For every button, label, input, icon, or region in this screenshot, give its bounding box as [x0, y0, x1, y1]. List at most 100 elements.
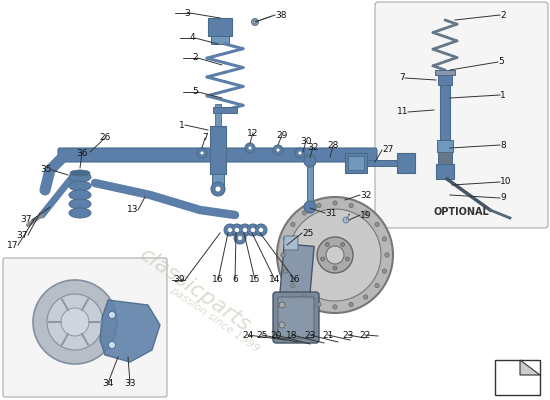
- Bar: [211, 36, 229, 44]
- Bar: [438, 152, 452, 164]
- Bar: [213, 107, 237, 113]
- Bar: [437, 140, 453, 152]
- Circle shape: [304, 155, 316, 167]
- Circle shape: [382, 269, 387, 273]
- Circle shape: [197, 148, 207, 158]
- Text: 28: 28: [327, 142, 339, 150]
- Circle shape: [333, 201, 337, 205]
- FancyBboxPatch shape: [3, 258, 167, 397]
- Circle shape: [277, 197, 393, 313]
- Text: 25: 25: [302, 228, 314, 238]
- Bar: [435, 70, 455, 75]
- Circle shape: [279, 302, 285, 308]
- Text: 11: 11: [397, 108, 408, 116]
- Text: 22: 22: [359, 330, 371, 340]
- Text: 16: 16: [289, 276, 301, 284]
- Text: 30: 30: [300, 136, 312, 146]
- Circle shape: [254, 20, 256, 24]
- Circle shape: [326, 242, 329, 246]
- Circle shape: [33, 280, 117, 364]
- Text: 29: 29: [276, 130, 288, 140]
- Circle shape: [283, 269, 288, 273]
- Circle shape: [255, 224, 267, 236]
- Circle shape: [247, 224, 259, 236]
- Text: 18: 18: [286, 330, 298, 340]
- Circle shape: [333, 305, 337, 309]
- Circle shape: [375, 222, 379, 227]
- Bar: [307, 158, 313, 210]
- Bar: [367, 160, 397, 166]
- FancyBboxPatch shape: [284, 236, 298, 250]
- Bar: [440, 85, 450, 140]
- Circle shape: [224, 224, 236, 236]
- Circle shape: [239, 224, 251, 236]
- Text: 39: 39: [173, 276, 185, 284]
- Circle shape: [364, 295, 368, 299]
- Ellipse shape: [69, 208, 91, 218]
- Ellipse shape: [69, 190, 91, 200]
- Bar: [280, 244, 314, 296]
- Circle shape: [349, 203, 353, 208]
- Circle shape: [258, 228, 263, 232]
- Text: 6: 6: [232, 276, 238, 284]
- Text: 13: 13: [126, 206, 138, 214]
- Circle shape: [364, 211, 368, 215]
- Circle shape: [61, 308, 89, 336]
- Text: 24: 24: [243, 330, 254, 340]
- Bar: [345, 153, 367, 173]
- Bar: [348, 156, 364, 170]
- Circle shape: [234, 228, 239, 232]
- Text: 31: 31: [325, 208, 337, 218]
- Circle shape: [250, 228, 256, 232]
- Circle shape: [349, 302, 353, 307]
- Circle shape: [291, 283, 295, 288]
- Text: 16: 16: [212, 276, 224, 284]
- Text: 4: 4: [189, 34, 195, 42]
- Text: classicparts: classicparts: [136, 244, 254, 336]
- Circle shape: [211, 182, 225, 196]
- Circle shape: [317, 203, 321, 208]
- Text: 36: 36: [76, 148, 88, 158]
- Ellipse shape: [69, 199, 91, 209]
- Text: 7: 7: [202, 134, 208, 142]
- Circle shape: [283, 237, 288, 241]
- Text: 10: 10: [500, 178, 512, 186]
- Text: 5: 5: [498, 58, 504, 66]
- Circle shape: [238, 236, 243, 240]
- Text: 27: 27: [382, 146, 393, 154]
- Ellipse shape: [69, 172, 91, 182]
- Circle shape: [228, 228, 233, 232]
- Ellipse shape: [69, 181, 91, 191]
- Bar: [210, 126, 226, 174]
- Circle shape: [279, 322, 285, 328]
- Text: 20: 20: [270, 330, 282, 340]
- Circle shape: [375, 283, 379, 288]
- Circle shape: [340, 242, 345, 246]
- Text: 23: 23: [304, 330, 316, 340]
- Text: 1: 1: [179, 120, 185, 130]
- FancyBboxPatch shape: [273, 292, 319, 343]
- Circle shape: [276, 148, 280, 152]
- Ellipse shape: [70, 170, 90, 176]
- Circle shape: [317, 237, 353, 273]
- Polygon shape: [100, 300, 160, 362]
- Circle shape: [382, 237, 387, 241]
- Polygon shape: [495, 360, 540, 395]
- Text: 38: 38: [275, 10, 287, 20]
- Text: 32: 32: [307, 142, 318, 152]
- Circle shape: [108, 342, 116, 348]
- Circle shape: [281, 253, 285, 257]
- Circle shape: [326, 246, 344, 264]
- FancyBboxPatch shape: [278, 297, 314, 338]
- Circle shape: [343, 217, 349, 223]
- Circle shape: [215, 186, 221, 192]
- Text: 2: 2: [500, 10, 505, 20]
- Circle shape: [321, 257, 324, 261]
- Circle shape: [298, 151, 302, 155]
- Circle shape: [200, 151, 204, 155]
- Text: 37: 37: [20, 216, 32, 224]
- Text: 35: 35: [41, 166, 52, 174]
- Text: 5: 5: [192, 88, 198, 96]
- Text: 17: 17: [7, 240, 18, 250]
- Text: 1: 1: [500, 90, 506, 100]
